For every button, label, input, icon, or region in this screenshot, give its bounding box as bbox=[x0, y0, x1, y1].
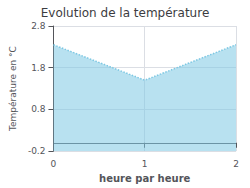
svg-text:Température en °C: Température en °C bbox=[8, 46, 18, 132]
svg-text:-0.2: -0.2 bbox=[28, 146, 46, 156]
svg-text:0.8: 0.8 bbox=[31, 104, 46, 114]
svg-text:1.8: 1.8 bbox=[31, 63, 46, 73]
svg-text:Evolution de la température: Evolution de la température bbox=[41, 6, 210, 20]
svg-text:0: 0 bbox=[51, 159, 57, 169]
svg-text:2.8: 2.8 bbox=[31, 21, 46, 31]
svg-text:heure par heure: heure par heure bbox=[99, 173, 190, 184]
svg-text:2: 2 bbox=[233, 159, 239, 169]
svg-text:1: 1 bbox=[142, 159, 148, 169]
